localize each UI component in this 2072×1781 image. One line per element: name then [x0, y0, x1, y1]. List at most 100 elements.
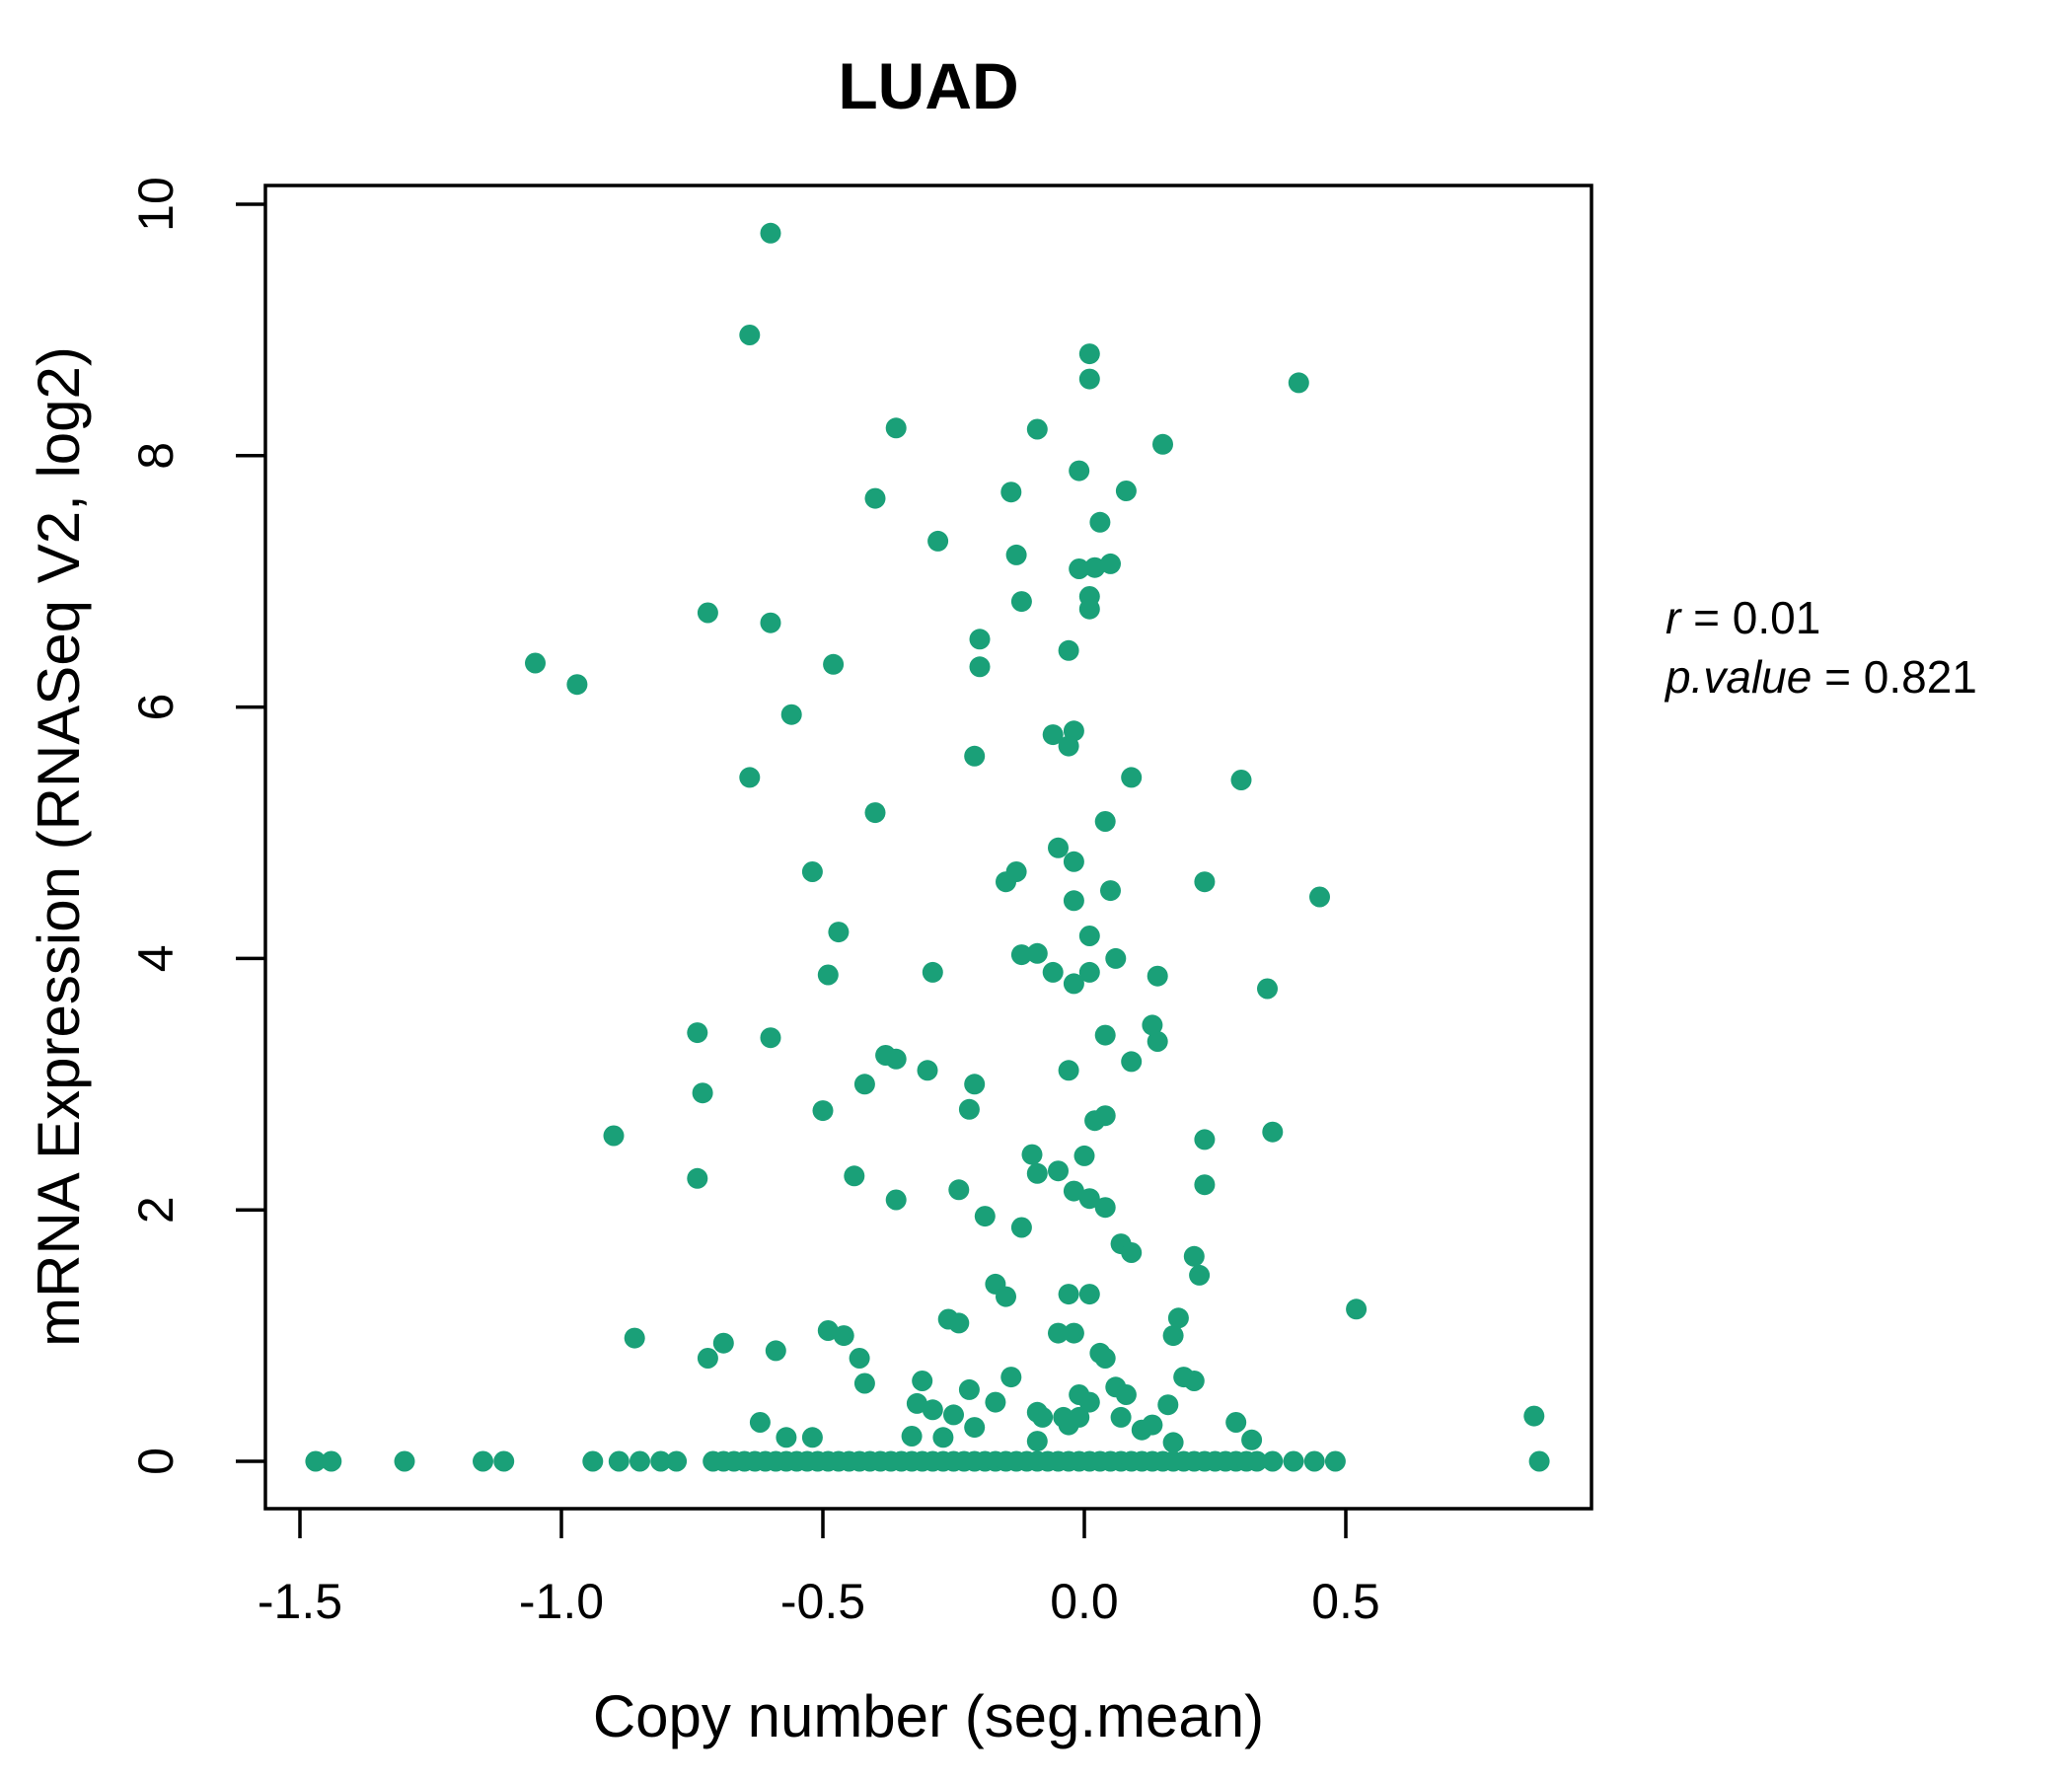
data-point [885, 417, 907, 439]
data-point [493, 1450, 515, 1472]
data-point [305, 1450, 327, 1472]
data-point [1063, 973, 1084, 995]
data-point [1303, 1450, 1325, 1472]
data-point [1042, 724, 1064, 746]
data-point [964, 745, 986, 767]
data-point [666, 1450, 688, 1472]
data-point [853, 1074, 875, 1095]
data-point [1078, 368, 1100, 390]
data-point [1078, 343, 1100, 365]
annotation-r-var: r [1665, 592, 1682, 643]
x-tick-label: -1.5 [258, 1574, 342, 1629]
data-point [1100, 553, 1121, 574]
data-point [844, 1165, 865, 1187]
data-point [1058, 1284, 1079, 1305]
data-point [473, 1450, 493, 1472]
data-point [1262, 1121, 1284, 1143]
data-point [1142, 1414, 1163, 1436]
data-point [948, 1179, 970, 1201]
data-point [1026, 1431, 1048, 1452]
data-point [833, 1325, 854, 1347]
data-point [608, 1450, 629, 1472]
data-point [1115, 481, 1137, 501]
annotation-r-line: r = 0.01 [1665, 592, 1820, 643]
data-point [1246, 1450, 1268, 1472]
data-point [853, 1373, 875, 1394]
data-point [964, 1074, 986, 1095]
data-point [817, 964, 839, 986]
data-point [1063, 1322, 1084, 1344]
data-point [1121, 767, 1143, 788]
annotation-pvalue-value: = 0.821 [1824, 651, 1977, 703]
data-point [964, 1417, 986, 1439]
data-point [760, 612, 781, 633]
data-point [1078, 961, 1100, 983]
data-point [739, 325, 761, 345]
data-point [932, 1427, 954, 1448]
data-point [864, 487, 886, 509]
data-point [1115, 1384, 1137, 1405]
data-point [525, 652, 546, 674]
y-tick-label: 6 [128, 694, 184, 721]
data-point [1021, 1144, 1043, 1165]
data-point [1048, 1160, 1069, 1182]
data-point [1162, 1432, 1184, 1453]
data-point [1010, 944, 1032, 966]
data-point [906, 1392, 927, 1414]
data-point [828, 922, 850, 943]
data-point [1283, 1450, 1304, 1472]
data-point [1000, 482, 1022, 503]
data-point [1094, 1197, 1116, 1219]
data-point [1309, 886, 1330, 908]
data-point [1078, 1188, 1100, 1210]
data-point [1142, 1014, 1163, 1036]
data-point [603, 1125, 625, 1147]
data-point [1157, 1394, 1179, 1416]
data-point [1183, 1371, 1205, 1391]
annotation-pvalue-var: p.value [1664, 651, 1812, 703]
data-point [1073, 1145, 1095, 1166]
x-axis-ticks [298, 1509, 1348, 1538]
data-point [687, 1022, 708, 1044]
data-point [974, 1206, 996, 1227]
data-point [629, 1450, 650, 1472]
data-point [582, 1450, 604, 1472]
data-point [1026, 1162, 1048, 1184]
x-tick-label: -0.5 [780, 1574, 865, 1629]
data-point [1262, 1450, 1284, 1472]
annotation-r-value: = 0.01 [1693, 592, 1820, 643]
data-point [948, 1312, 970, 1334]
data-point [1167, 1307, 1189, 1329]
x-tick-label: 0.5 [1311, 1574, 1380, 1629]
data-point [996, 1286, 1016, 1307]
data-point [760, 222, 781, 244]
data-point [697, 1348, 718, 1369]
data-point [780, 704, 802, 725]
data-point [901, 1426, 923, 1447]
data-point [1147, 965, 1168, 987]
x-tick-label: -1.0 [519, 1574, 604, 1629]
data-point [765, 1340, 786, 1362]
x-tick-label: 0.0 [1050, 1574, 1119, 1629]
data-point [1094, 1348, 1116, 1369]
data-point [1005, 861, 1027, 882]
data-point [1058, 735, 1079, 757]
data-point [958, 1378, 980, 1400]
data-point [1100, 880, 1121, 902]
data-point [912, 1371, 933, 1391]
data-point [1069, 1406, 1090, 1428]
data-point [1094, 1024, 1116, 1046]
data-point [749, 1412, 771, 1433]
data-point [812, 1100, 834, 1122]
data-point [1105, 947, 1127, 969]
data-point [817, 1320, 839, 1341]
data-point [1078, 1391, 1100, 1413]
data-point [985, 1391, 1006, 1413]
data-point [1094, 1105, 1116, 1127]
data-point [1324, 1450, 1346, 1472]
data-point [1110, 1406, 1132, 1428]
data-point [776, 1427, 797, 1448]
data-point [1189, 1264, 1211, 1286]
scatter-points [305, 222, 1550, 1472]
